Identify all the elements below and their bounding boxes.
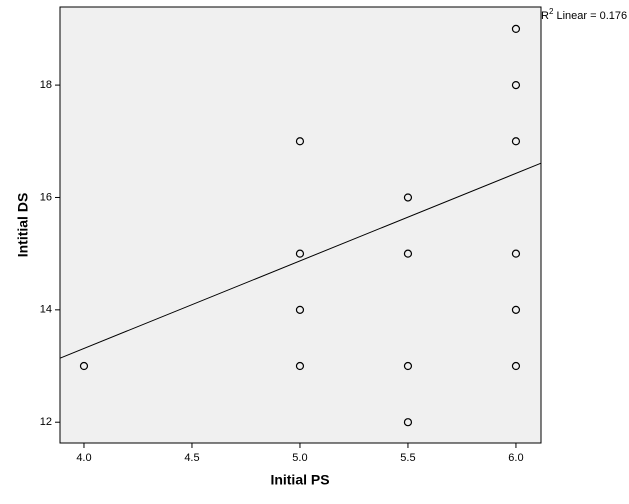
- point: [511, 361, 521, 371]
- point: [511, 137, 521, 146]
- x-axis-title: Initial PS: [270, 472, 329, 488]
- annotation-text: Linear = 0.176: [553, 10, 627, 22]
- point: [511, 24, 521, 34]
- point: [403, 193, 413, 202]
- y-tick-label: 16: [40, 191, 52, 203]
- annotation-base: R: [541, 10, 549, 22]
- annotation-sup: 2: [549, 7, 554, 16]
- point: [403, 361, 413, 371]
- point: [403, 249, 413, 258]
- y-tick-label: 14: [40, 304, 52, 316]
- point: [295, 249, 305, 258]
- x-tick-label: 4.5: [184, 452, 199, 464]
- x-tick-label: 5.0: [292, 452, 307, 464]
- point: [295, 305, 305, 314]
- point: [511, 305, 521, 314]
- x-tick-label: 6.0: [508, 452, 523, 464]
- y-tick-label: 18: [40, 79, 52, 91]
- x-tick-label: 5.5: [400, 452, 415, 464]
- point: [511, 249, 521, 258]
- point: [295, 137, 305, 146]
- point: [403, 418, 413, 427]
- y-tick-label: 12: [40, 416, 52, 428]
- plot-area: [59, 6, 542, 444]
- point: [79, 361, 89, 371]
- fit-annotation: R2 Linear = 0.176: [541, 7, 627, 22]
- fit-line: [59, 162, 542, 359]
- point: [295, 361, 305, 371]
- y-axis-title: Intitial DS: [15, 193, 31, 258]
- point: [511, 80, 521, 90]
- x-tick-label: 4.0: [76, 452, 91, 464]
